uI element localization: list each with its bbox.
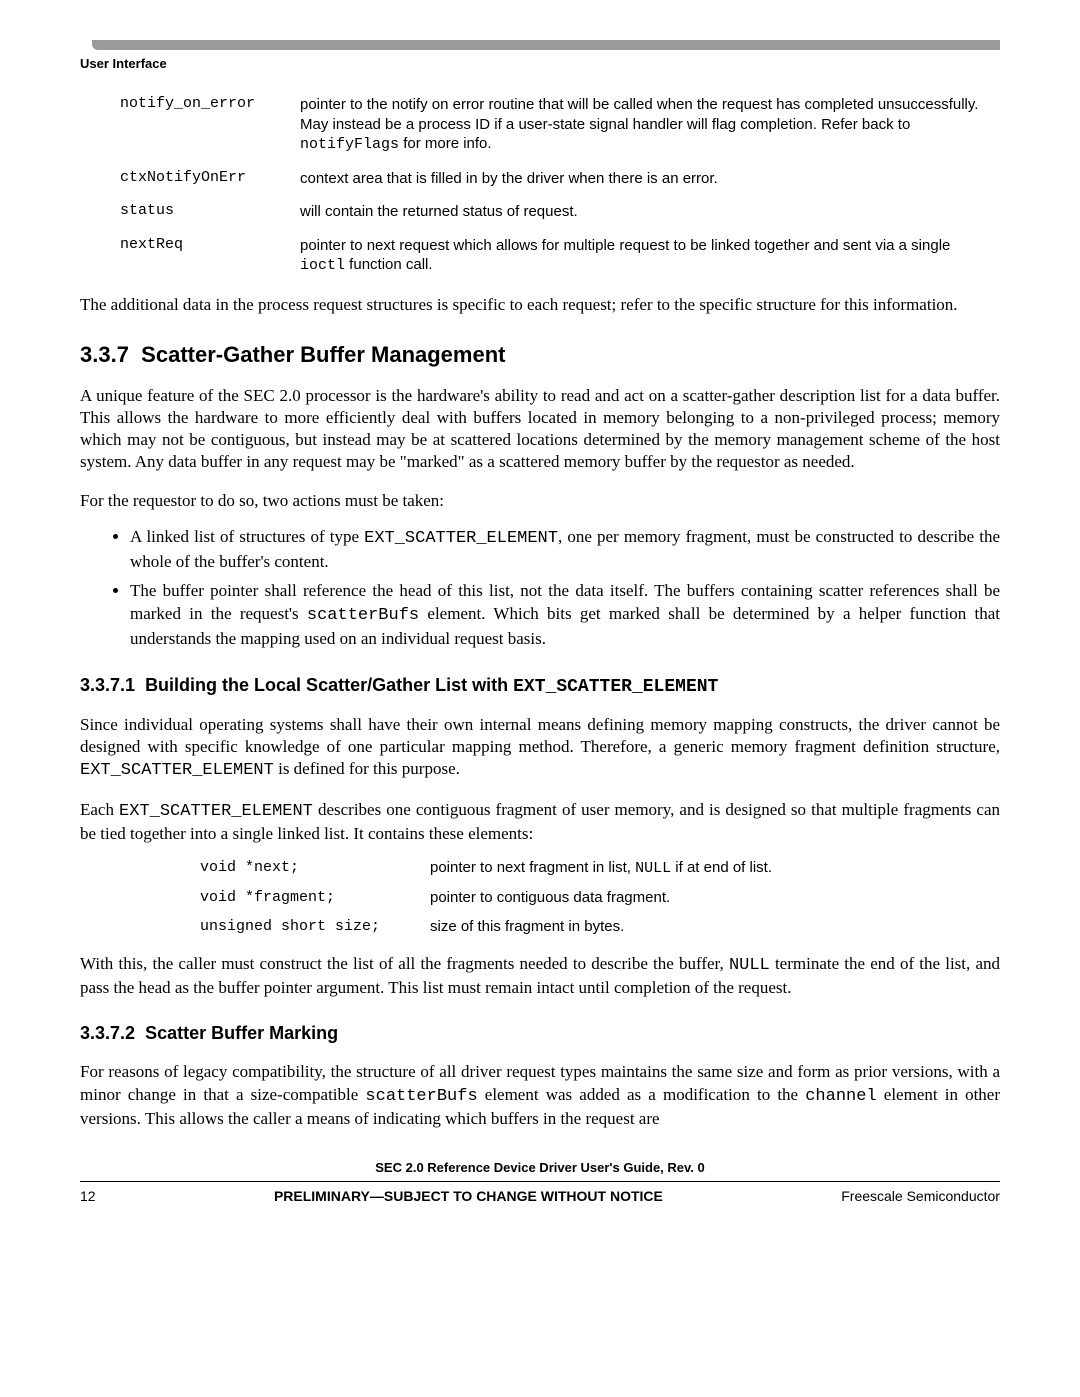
element-name: void *fragment;: [200, 889, 430, 906]
heading-title-pre: Building the Local Scatter/Gather List w…: [145, 675, 513, 695]
body-paragraph: For the requestor to do so, two actions …: [80, 490, 1000, 512]
footer-doc-title: SEC 2.0 Reference Device Driver User's G…: [80, 1160, 1000, 1175]
body-paragraph: Since individual operating systems shall…: [80, 714, 1000, 782]
header-bar: [92, 40, 1000, 50]
param-name: notify_on_error: [120, 95, 300, 112]
heading-title: Scatter Buffer Marking: [145, 1023, 338, 1043]
footer-page-number: 12: [80, 1188, 96, 1204]
element-description: pointer to contiguous data fragment.: [430, 889, 670, 906]
element-description: pointer to next fragment in list, NULL i…: [430, 859, 772, 877]
heading-2: 3.3.7 Scatter-Gather Buffer Management: [80, 342, 1000, 368]
body-paragraph: Each EXT_SCATTER_ELEMENT describes one c…: [80, 799, 1000, 845]
heading-title-code: EXT_SCATTER_ELEMENT: [513, 677, 718, 697]
table-row: void *fragment;pointer to contiguous dat…: [200, 889, 1000, 906]
footer-right-text: Freescale Semiconductor: [841, 1188, 1000, 1204]
element-name: unsigned short size;: [200, 918, 430, 935]
table-row: notify_on_errorpointer to the notify on …: [120, 95, 980, 155]
list-item: A linked list of structures of type EXT_…: [130, 526, 1000, 574]
table-row: ctxNotifyOnErrcontext area that is fille…: [120, 169, 980, 189]
footer-center-text: PRELIMINARY—SUBJECT TO CHANGE WITHOUT NO…: [274, 1188, 663, 1204]
element-table: void *next;pointer to next fragment in l…: [200, 859, 1000, 935]
parameter-table: notify_on_errorpointer to the notify on …: [120, 95, 980, 276]
list-item: The buffer pointer shall reference the h…: [130, 580, 1000, 651]
body-paragraph: The additional data in the process reque…: [80, 294, 1000, 316]
param-name: nextReq: [120, 236, 300, 253]
footer-row: 12 PRELIMINARY—SUBJECT TO CHANGE WITHOUT…: [80, 1188, 1000, 1204]
body-paragraph: A unique feature of the SEC 2.0 processo…: [80, 385, 1000, 473]
element-description: size of this fragment in bytes.: [430, 918, 624, 935]
param-name: ctxNotifyOnErr: [120, 169, 300, 186]
bullet-list: A linked list of structures of type EXT_…: [80, 526, 1000, 651]
heading-number: 3.3.7.1: [80, 675, 135, 695]
table-row: nextReqpointer to next request which all…: [120, 236, 980, 276]
page-footer: SEC 2.0 Reference Device Driver User's G…: [80, 1160, 1000, 1204]
element-name: void *next;: [200, 859, 430, 877]
param-name: status: [120, 202, 300, 219]
body-paragraph: For reasons of legacy compatibility, the…: [80, 1061, 1000, 1129]
section-label: User Interface: [80, 56, 1000, 71]
footer-rule: [80, 1181, 1000, 1182]
table-row: void *next;pointer to next fragment in l…: [200, 859, 1000, 877]
heading-3: 3.3.7.2 Scatter Buffer Marking: [80, 1023, 1000, 1044]
param-description: pointer to the notify on error routine t…: [300, 95, 980, 155]
heading-3: 3.3.7.1 Building the Local Scatter/Gathe…: [80, 675, 1000, 697]
table-row: statuswill contain the returned status o…: [120, 202, 980, 222]
table-row: unsigned short size;size of this fragmen…: [200, 918, 1000, 935]
param-description: context area that is filled in by the dr…: [300, 169, 980, 189]
param-description: will contain the returned status of requ…: [300, 202, 980, 222]
body-paragraph: With this, the caller must construct the…: [80, 953, 1000, 999]
heading-title: Scatter-Gather Buffer Management: [141, 342, 505, 367]
heading-number: 3.3.7.2: [80, 1023, 135, 1043]
document-page: User Interface notify_on_errorpointer to…: [0, 0, 1080, 1234]
param-description: pointer to next request which allows for…: [300, 236, 980, 276]
heading-number: 3.3.7: [80, 342, 129, 367]
